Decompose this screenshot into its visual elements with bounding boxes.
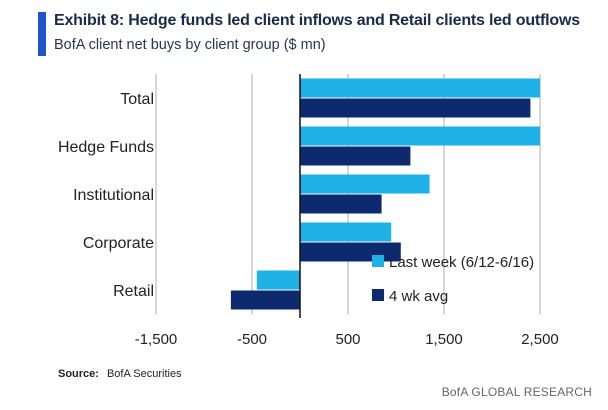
category-label: Total: [120, 91, 154, 108]
source-note: Source: BofA Securities: [58, 368, 182, 380]
category-label: Retail: [113, 283, 154, 300]
bar-last-week: [300, 126, 540, 146]
bar-last-week: [300, 222, 392, 242]
legend-swatch-last-week: [372, 255, 384, 267]
legend-swatch-4wk-avg: [372, 289, 384, 301]
legend-label-4wk-avg: 4 wk avg: [389, 288, 448, 305]
bar-4wk-avg: [300, 146, 411, 166]
chart-title: Exhibit 8: Hedge funds led client inflow…: [54, 12, 580, 29]
bar-last-week: [256, 270, 300, 290]
bar-4wk-avg: [300, 194, 382, 214]
chart-subtitle: BofA client net buys by client group ($ …: [54, 37, 326, 53]
x-tick-label: 500: [335, 331, 360, 348]
bar-last-week: [300, 78, 540, 98]
bar-4wk-avg: [300, 98, 531, 118]
x-tick-label: 2,500: [521, 331, 559, 348]
source-label: Source:: [58, 368, 99, 380]
source-text: BofA Securities: [106, 368, 182, 380]
bar-4wk-avg: [230, 290, 300, 310]
x-tick-label: 1,500: [425, 331, 463, 348]
x-tick-label: -500: [237, 331, 267, 348]
category-label: Hedge Funds: [58, 139, 154, 156]
footer-brand: BofA GLOBAL RESEARCH: [441, 385, 592, 399]
legend-label-last-week: Last week (6/12-6/16): [389, 254, 534, 271]
category-label: Institutional: [73, 187, 154, 204]
bar-last-week: [300, 174, 430, 194]
category-label: Corporate: [83, 235, 154, 252]
title-accent-bar: [38, 12, 46, 56]
x-tick-label: -1,500: [135, 331, 178, 348]
